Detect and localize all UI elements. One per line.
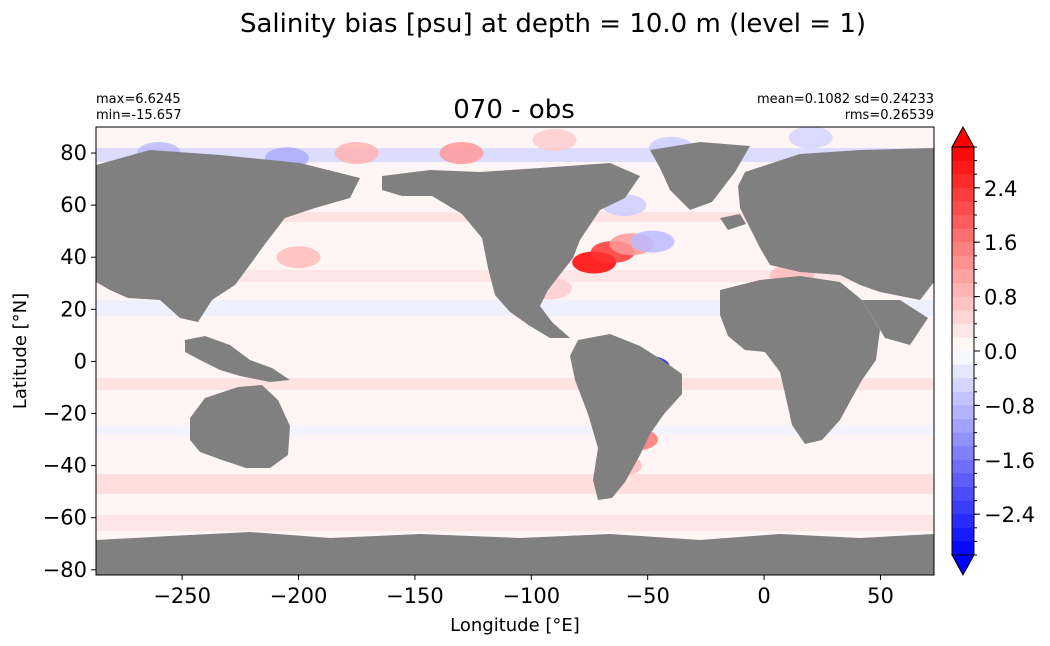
colorbar-level — [952, 242, 974, 257]
colorbar-level — [952, 283, 974, 298]
colorbar-tick-label: 2.4 — [984, 177, 1017, 201]
landmass-eurasia-west — [96, 150, 360, 322]
colorbar-tick-label: 0.0 — [984, 340, 1017, 364]
colorbar-extend-min — [951, 554, 975, 577]
colorbar-level — [952, 378, 974, 393]
landmass-north-america — [382, 163, 640, 338]
colorbar-level — [952, 201, 974, 216]
x-axis-label: Longitude [°E] — [450, 615, 580, 636]
x-tick-label: −250 — [153, 584, 211, 608]
figure-suptitle: Salinity bias [psu] at depth = 10.0 m (l… — [240, 9, 866, 39]
y-tick-label: −20 — [43, 402, 87, 426]
stats-mean-sd: mean=0.1082 sd=0.24233 — [757, 92, 934, 107]
x-tick-label: −100 — [502, 584, 560, 608]
landmass-south-america — [570, 334, 682, 500]
landmass-australia — [190, 385, 290, 468]
bias-anomaly — [334, 142, 379, 165]
colorbar-level — [952, 187, 974, 202]
land-mask — [96, 142, 934, 575]
x-tick-label: −50 — [626, 584, 670, 608]
colorbar-level — [952, 228, 974, 243]
x-tick-label: 50 — [867, 584, 894, 608]
colorbar-level — [952, 255, 974, 270]
y-tick-label: 20 — [60, 297, 87, 321]
x-tick-label: 0 — [757, 584, 770, 608]
colorbar-level — [952, 446, 974, 461]
plot-frame — [95, 126, 935, 576]
y-axis: −80 −60 −40 −20 0 20 40 60 80 — [43, 141, 96, 582]
bias-anomaly — [276, 246, 321, 269]
colorbar-level — [952, 419, 974, 434]
landmass-africa — [720, 276, 880, 444]
colorbar-tick-label: −2.4 — [984, 503, 1035, 527]
colorbar-level — [952, 296, 974, 311]
colorbar-tick-label: 1.6 — [984, 231, 1017, 255]
colorbar-level — [952, 215, 974, 230]
colorbar-tick-label: 0.8 — [984, 286, 1017, 310]
y-tick-label: 0 — [74, 349, 87, 373]
bias-anomaly — [788, 127, 833, 149]
colorbar-level — [952, 432, 974, 447]
bias-anomaly — [630, 230, 675, 253]
stats-rms: rms=0.26539 — [845, 108, 934, 123]
plot-title: 070 - obs — [453, 95, 575, 125]
x-axis: −250 −200 −150 −100 −50 0 50 — [153, 575, 894, 608]
landmass-maritime-continent — [185, 336, 290, 382]
colorbar-extend-max — [951, 125, 975, 148]
bias-anomaly — [439, 142, 484, 165]
colorbar-level — [952, 500, 974, 515]
x-tick-label: −200 — [270, 584, 328, 608]
colorbar-level — [952, 351, 974, 366]
landmass-antarctica — [96, 532, 934, 575]
landmass-greenland — [650, 142, 750, 210]
x-tick-label: −150 — [386, 584, 444, 608]
colorbar-level — [952, 337, 974, 352]
stats-min: min=-15.657 — [96, 108, 182, 123]
colorbar-level — [952, 405, 974, 420]
colorbar-level — [952, 527, 974, 542]
y-tick-label: −80 — [43, 558, 87, 582]
colorbar-level — [952, 269, 974, 284]
colorbar-level — [952, 160, 974, 175]
stats-max: max=6.6245 — [96, 92, 181, 107]
landmass-eurasia-east — [738, 148, 934, 300]
colorbar-level — [952, 473, 974, 488]
colorbar-level — [952, 487, 974, 502]
bias-anomaly — [532, 129, 577, 152]
y-axis-label: Latitude [°N] — [10, 293, 31, 409]
colorbar-level — [952, 174, 974, 189]
colorbar-level — [952, 391, 974, 406]
y-tick-label: 80 — [60, 141, 87, 165]
colorbar-tick-label: −1.6 — [984, 449, 1035, 473]
landmass-arabia — [862, 300, 928, 345]
y-tick-label: −60 — [43, 506, 87, 530]
y-tick-label: −40 — [43, 454, 87, 478]
colorbar-level — [952, 459, 974, 474]
colorbar-level — [952, 514, 974, 529]
colorbar-level — [952, 147, 974, 162]
map-plot-area — [96, 127, 934, 575]
y-tick-label: 40 — [60, 245, 87, 269]
colorbar-level — [952, 364, 974, 379]
colorbar-level — [952, 541, 974, 556]
landmass-iceland — [720, 214, 746, 230]
colorbar-level — [952, 310, 974, 325]
colorbar-tick-label: −0.8 — [984, 394, 1035, 418]
colorbar: −2.4 −1.6 −0.8 0.0 0.8 1.6 2.4 — [951, 125, 1035, 577]
colorbar-level — [952, 323, 974, 338]
y-tick-label: 60 — [60, 193, 87, 217]
